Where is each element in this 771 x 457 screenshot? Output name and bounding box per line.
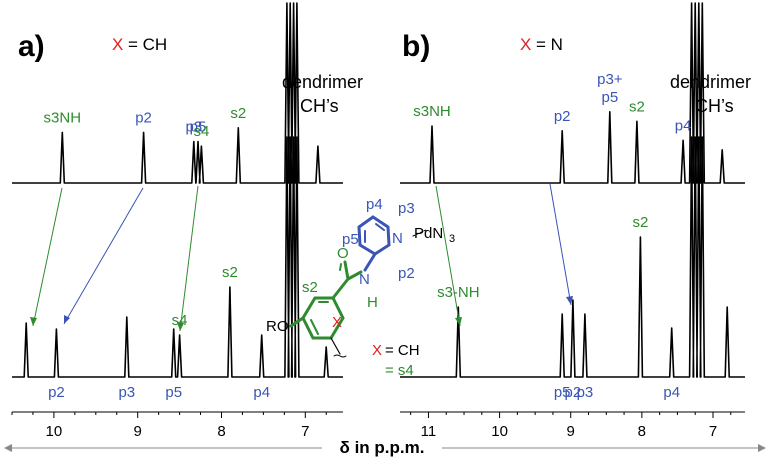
panel-1-row-0-peak-label: s3NH: [413, 103, 451, 120]
axis-arrow-right: [758, 444, 766, 452]
panel-a-x-symbol: X: [112, 35, 123, 54]
panel-0-row-1-peak-label: p3: [118, 384, 135, 401]
struct-p3-label: p3: [398, 200, 415, 217]
arrow-p2-a: [63, 187, 144, 325]
panel-1-row-0-peak-label: p2: [554, 108, 571, 125]
panel-1-tick-label: 7: [709, 423, 717, 440]
panel-b-label: b): [402, 30, 430, 63]
struct-pd-label: PdN: [414, 225, 443, 242]
pyridine-ring: [357, 215, 391, 256]
legend-s4: = s4: [385, 362, 414, 379]
panel-a-correlation-arrows: [30, 185, 199, 332]
panel-b-correlation-arrows: [435, 183, 573, 327]
panel-0-row-0-peak-label: s3NH: [44, 109, 82, 126]
arrow-head-s3nh-a: [30, 317, 37, 326]
arrow-p2-b: [549, 183, 572, 306]
panel-1-row-0-peak-label: p4: [675, 117, 692, 134]
carbonyl-bond: [343, 260, 350, 281]
panel-0-row-1-peak-label: p4: [253, 384, 270, 401]
arrow-head-p2-a: [64, 315, 70, 324]
panel-0-spectrum-0: [12, 2, 343, 184]
panel-1-row-1-peak-label: p4: [663, 384, 680, 401]
struct-ro-label: RO: [266, 318, 289, 335]
amide-bond: [346, 270, 363, 281]
axis-title-bg: [322, 438, 442, 456]
panel-1-row-1-peak-label: p5: [554, 384, 571, 401]
arrow-s4-a: [179, 185, 199, 332]
pyridine-nh-bond: [363, 252, 377, 272]
panel-1-row-1-peak-label: s2: [633, 214, 649, 231]
carbonyl-double: [339, 263, 342, 271]
struct-s2-label: s2: [302, 279, 318, 296]
arrow-head-s3nh-b: [455, 317, 462, 326]
struct-x-label: X: [332, 314, 342, 331]
panel-b-dendrimer-label-2: CH’s: [695, 96, 734, 116]
panel-0-row-0-peak-label: p5: [190, 119, 207, 136]
panel-1-spectrum-0: [400, 2, 745, 184]
panel-0-row-1-peak-label: p5: [165, 384, 182, 401]
struct-p2-label: p2: [398, 265, 415, 282]
axis-arrow-left: [4, 444, 12, 452]
struct-pd-subscript: 3: [449, 233, 455, 245]
ligand-labels: p4 p3 p5 N PdN 3 p2 N H O s2 RO X X = CH…: [266, 196, 455, 379]
legend-x-ch: = CH: [385, 342, 420, 359]
ligand-structure: [289, 215, 427, 358]
panel-a-dendrimer-label-2: CH’s: [300, 96, 339, 116]
struct-n-amide: N: [359, 271, 370, 288]
panel-b-dendrimer-label: dendrimer: [670, 72, 751, 92]
panel-0-tick-label: 10: [46, 423, 63, 440]
panel-a-label: a): [18, 30, 45, 63]
panel-a-dendrimer-label: dendrimer: [282, 72, 363, 92]
arrow-head-s4-a: [177, 322, 184, 331]
benzene-double-bond: [310, 319, 319, 335]
arrow-s3nh-a: [32, 187, 63, 327]
arrow-head-p2-b: [566, 296, 573, 305]
ring-amide-bond: [331, 277, 350, 300]
struct-o-carbonyl: O: [337, 245, 349, 262]
arrow-s3nh-b: [435, 185, 461, 327]
struct-h-amide: H: [367, 294, 378, 311]
legend-x-symbol: X: [372, 342, 382, 359]
panel-1-tick-label: 11: [421, 423, 437, 440]
panel-0-spectrum-1: [12, 136, 343, 378]
panel-0-tick-label: 9: [134, 423, 142, 440]
struct-p4-label: p4: [366, 196, 383, 213]
panel-b-x-value: = N: [536, 35, 563, 54]
panel-0-row-1-peak-label: s2: [222, 264, 238, 281]
pd-bond: [412, 229, 427, 237]
wavy-bond: [333, 354, 347, 358]
ether-bond: [289, 316, 305, 328]
panel-a-x-value: = CH: [128, 35, 167, 54]
panel-1-tick-label: 8: [638, 423, 646, 440]
struct-p5-label: p5: [342, 231, 359, 248]
panel-0-row-1-peak-label: p2: [48, 384, 65, 401]
panel-0-tick-label: 7: [301, 423, 309, 440]
x-axis-title: δ in p.p.m.: [340, 438, 425, 457]
benzene-ring: [301, 296, 345, 340]
panel-0-row-0-peak-label: s4: [193, 123, 209, 140]
panel-1-row-1-peak-label: s3-NH: [437, 284, 480, 301]
panel-1-row-0-peak-label: p5: [602, 89, 619, 106]
panel-b-x-symbol: X: [520, 35, 531, 54]
panel-0-row-0-peak-label: p2: [135, 109, 152, 126]
panel-0-tick-label: 8: [217, 423, 225, 440]
panel-1-row-0-peak-label: p3+: [597, 71, 623, 88]
panel-1-row-1-peak-label: p2: [565, 384, 582, 401]
panel-0-row-0-peak-label: p3: [185, 119, 202, 136]
dendron-bond: [330, 337, 341, 355]
panel-1-spectrum-1: [400, 136, 745, 378]
pyridine-double-bond-2: [375, 223, 385, 231]
panel-1-row-0-peak-label: s2: [629, 98, 645, 115]
panel-0-row-1-peak-label: s4: [172, 312, 188, 329]
panel-1-row-1-peak-label: p3: [577, 384, 594, 401]
panel-1-tick-label: 10: [491, 423, 508, 440]
panel-0-row-0-peak-label: s2: [230, 105, 246, 122]
struct-n-ring: N: [392, 230, 403, 247]
panel-1-tick-label: 9: [567, 423, 575, 440]
